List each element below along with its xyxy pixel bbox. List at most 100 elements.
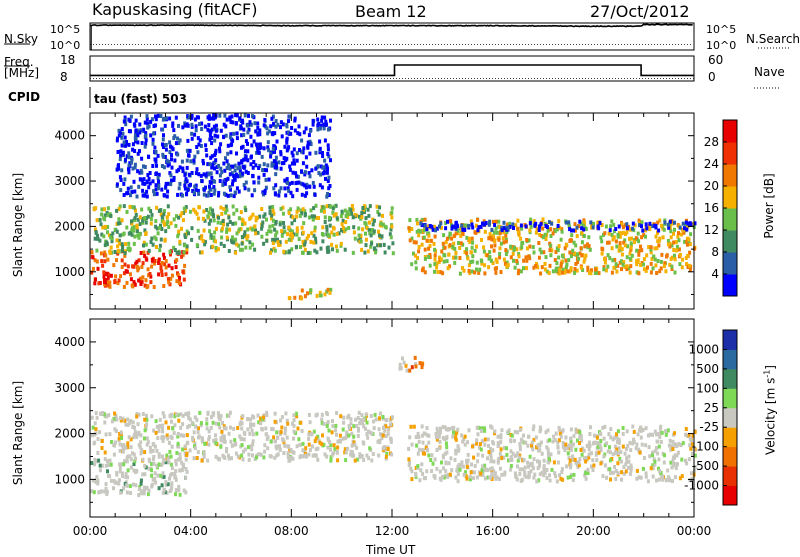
power-echo-cell — [444, 240, 448, 245]
power-echo-cell — [516, 230, 520, 235]
power-echo-cell — [543, 267, 547, 272]
power-echo-cell — [324, 119, 328, 124]
velocity-echo-cell — [181, 462, 185, 467]
velocity-echo-cell — [357, 426, 360, 431]
power-echo-cell — [289, 207, 293, 212]
velocity-echo-cell — [129, 491, 133, 495]
velocity-echo-cell — [329, 455, 333, 460]
power-echo-cell — [526, 246, 529, 251]
power-echo-cell — [678, 252, 682, 257]
velocity-echo-cell — [178, 452, 182, 457]
velocity-echo-cell — [421, 471, 425, 476]
power-echo-cell — [584, 253, 588, 258]
power-echo-cell — [645, 253, 649, 258]
power-echo-cell — [295, 151, 299, 156]
velocity-echo-cell — [325, 410, 329, 415]
velocity-echo-cell — [617, 446, 621, 451]
velocity-echo-cell — [314, 453, 317, 458]
power-echo-cell — [234, 121, 238, 126]
power-echo-cell — [273, 227, 277, 232]
power-echo-cell — [457, 241, 460, 245]
velocity-echo-cell — [483, 437, 487, 442]
velocity-echo-cell — [161, 429, 165, 434]
velocity-echo-cell — [671, 479, 674, 483]
power-echo-cell — [366, 249, 370, 254]
power-echo-cell — [269, 124, 273, 129]
velocity-echo-cell — [460, 433, 464, 438]
power-echo-cell — [323, 220, 327, 224]
power-echo-cell — [431, 227, 435, 232]
velocity-echo-cell — [386, 427, 390, 432]
power-echo-cell — [92, 207, 96, 212]
power-echo-cell — [427, 246, 431, 251]
velocity-echo-cell — [128, 421, 132, 426]
velocity-echo-cell — [640, 442, 644, 447]
power-echo-cell — [321, 165, 325, 170]
power-echo-cell — [331, 247, 334, 252]
power-echo-cell — [116, 221, 120, 226]
power-echo-cell — [363, 250, 367, 255]
power-echo-cell — [147, 185, 151, 190]
power-echo-cell — [182, 277, 186, 282]
power-echo-cell — [239, 227, 243, 232]
power-echo-cell — [480, 238, 483, 242]
power-echo-cell — [262, 146, 266, 151]
velocity-echo-cell — [200, 458, 204, 463]
velocity-echo-cell — [532, 457, 536, 462]
velocity-echo-cell — [330, 430, 334, 435]
power-echo-cell — [93, 281, 97, 286]
power-echo-cell — [265, 126, 269, 131]
velocity-echo-cell — [595, 435, 599, 440]
velocity-echo-cell — [193, 446, 197, 451]
power-echo-cell — [626, 244, 629, 249]
power-echo-cell — [341, 225, 345, 230]
power-echo-cell — [685, 227, 689, 232]
velocity-echo-cell — [496, 444, 500, 448]
velocity-echo-cell — [230, 456, 233, 461]
velocity-echo-cell — [135, 431, 139, 436]
velocity-echo-cell — [475, 425, 479, 430]
power-echo-cell — [212, 191, 216, 196]
power-echo-cell — [160, 261, 164, 265]
power-echo-cell — [560, 270, 564, 275]
power-echo-cell — [688, 250, 692, 255]
power-echo-cell — [379, 221, 383, 226]
power-echo-cell — [463, 223, 467, 228]
velocity-echo-cell — [681, 441, 685, 446]
velocity-echo-cell — [538, 460, 542, 464]
power-echo-cell — [495, 230, 499, 235]
velocity-echo-cell — [128, 484, 132, 489]
power-echo-cell — [321, 154, 325, 158]
power-echo-cell — [428, 243, 432, 248]
power-echo-cell — [590, 225, 593, 230]
power-echo-cell — [252, 180, 256, 185]
power-echo-cell — [170, 157, 173, 162]
power-echo-cell — [328, 215, 331, 220]
power-echo-cell — [118, 233, 122, 238]
power-echo-cell — [253, 224, 257, 229]
power-echo-cell — [115, 258, 118, 263]
velocity-echo-region — [407, 424, 697, 484]
velocity-echo-cell — [452, 425, 456, 430]
power-echo-cell — [434, 228, 437, 233]
velocity-echo-cell — [308, 448, 312, 452]
velocity-echo-cell — [667, 443, 671, 448]
velocity-echo-cell — [219, 438, 223, 443]
power-echo-cell — [498, 224, 502, 229]
power-echo-cell — [619, 231, 623, 236]
power-echo-cell — [310, 214, 314, 219]
velocity-echo-cell — [179, 433, 183, 438]
power-echo-cell — [163, 237, 167, 242]
power-echo-cell — [359, 233, 363, 238]
power-echo-cell — [300, 288, 304, 293]
power-echo-cell — [570, 228, 573, 233]
power-echo-cell — [274, 119, 278, 123]
velocity-echo-cell — [414, 466, 418, 470]
power-echo-cell — [180, 211, 184, 216]
power-echo-cell — [285, 122, 289, 127]
velocity-echo-cell — [542, 458, 546, 463]
power-echo-cell — [244, 157, 248, 162]
velocity-echo-cell — [184, 490, 188, 495]
power-echo-cell — [102, 234, 106, 239]
power-echo-cell — [302, 130, 306, 135]
